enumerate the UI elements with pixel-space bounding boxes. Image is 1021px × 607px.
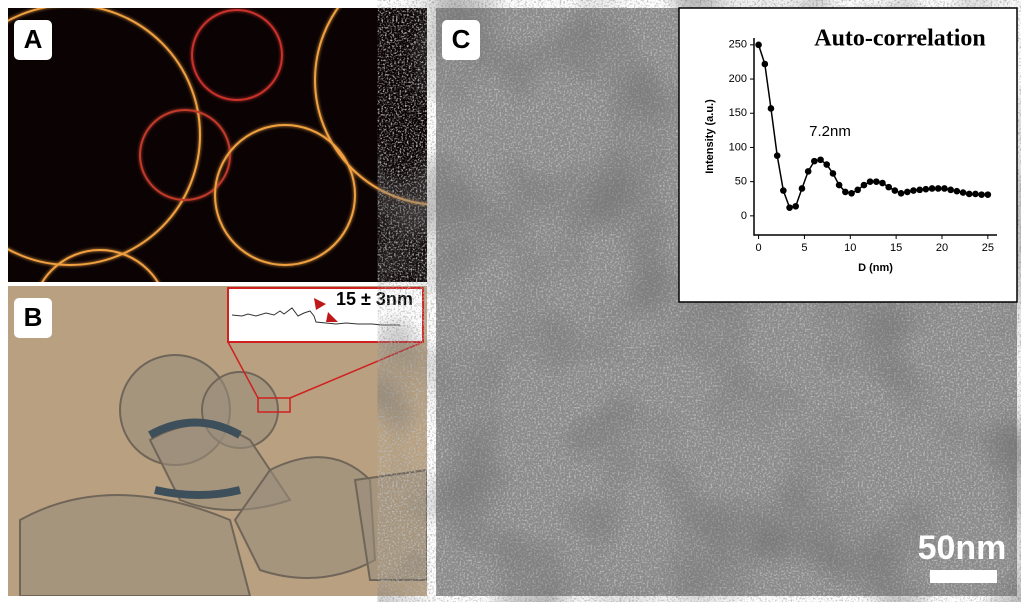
- data-point: [786, 204, 793, 211]
- data-point: [817, 156, 824, 163]
- thickness-label: 15 ± 3nm: [336, 289, 413, 309]
- data-point: [867, 178, 874, 185]
- data-point: [898, 190, 905, 197]
- x-tick-label: 25: [982, 242, 994, 254]
- panel-label: B: [24, 302, 43, 332]
- y-tick-label: 250: [729, 39, 747, 51]
- data-point: [954, 188, 961, 195]
- x-tick-label: 0: [756, 242, 762, 254]
- data-point: [842, 189, 849, 196]
- scale-bar-label: 50nm: [918, 529, 1007, 567]
- y-tick-label: 100: [729, 141, 747, 153]
- data-point: [873, 178, 880, 185]
- data-point: [811, 158, 818, 165]
- data-point: [941, 185, 948, 192]
- data-point: [929, 185, 936, 192]
- data-point: [774, 152, 781, 159]
- y-tick-label: 200: [729, 73, 747, 85]
- data-point: [960, 189, 967, 196]
- panel-label: A: [24, 24, 43, 54]
- data-point: [935, 185, 942, 192]
- data-point: [823, 161, 830, 168]
- data-point: [830, 170, 837, 177]
- scale-bar: [930, 570, 997, 583]
- data-point: [879, 180, 886, 187]
- data-point: [836, 182, 843, 189]
- x-axis-label: D (nm): [858, 262, 893, 274]
- data-point: [947, 187, 954, 194]
- y-tick-label: 0: [741, 210, 747, 222]
- data-point: [904, 189, 911, 196]
- data-point: [755, 42, 762, 49]
- y-axis-label: Intensity (a.u.): [704, 99, 716, 174]
- data-point: [768, 105, 775, 112]
- inset-title: Auto-correlation: [814, 26, 986, 52]
- data-point: [780, 187, 787, 194]
- data-point: [848, 190, 855, 197]
- page: A B 15 ± 3nm C 50nm Auto-correlation 050…: [0, 0, 1021, 602]
- data-point: [762, 61, 769, 68]
- data-point: [978, 191, 985, 198]
- data-point: [892, 187, 899, 194]
- data-point: [861, 182, 868, 189]
- panel-label: C: [452, 24, 471, 54]
- inset-frame: [679, 8, 1017, 302]
- data-point: [985, 191, 992, 198]
- data-point: [910, 187, 917, 194]
- data-point: [805, 168, 812, 175]
- data-point: [792, 203, 799, 210]
- x-tick-label: 5: [801, 242, 807, 254]
- figure: A B 15 ± 3nm C 50nm Auto-correlation 050…: [0, 0, 1021, 602]
- data-point: [885, 184, 892, 191]
- peak-annotation: 7.2nm: [809, 123, 851, 140]
- x-tick-label: 15: [890, 242, 902, 254]
- data-point: [854, 187, 861, 194]
- y-tick-label: 150: [729, 107, 747, 119]
- data-point: [972, 191, 979, 198]
- x-tick-label: 20: [936, 242, 948, 254]
- data-point: [916, 187, 923, 194]
- data-point: [799, 185, 806, 192]
- data-point: [923, 186, 930, 193]
- x-tick-label: 10: [844, 242, 856, 254]
- y-tick-label: 50: [735, 176, 747, 188]
- data-point: [966, 191, 973, 198]
